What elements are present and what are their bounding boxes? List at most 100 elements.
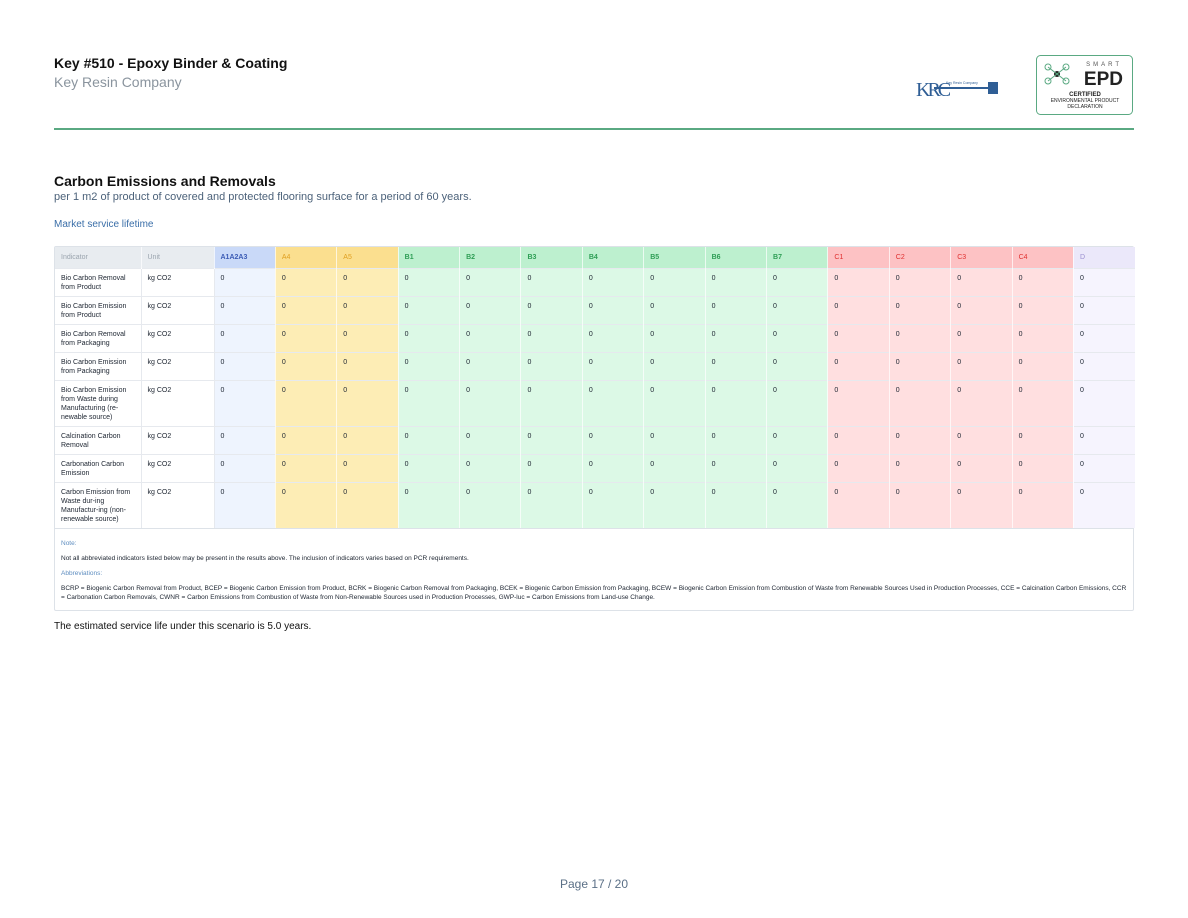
node [1062,63,1070,71]
unit: kg CO2 [140,379,215,426]
column-header: B3 [520,247,583,268]
value: 0 [213,481,276,528]
value: 0 [581,379,644,426]
value: 0 [766,379,828,426]
value: 0 [274,453,337,482]
value: 0 [336,425,399,454]
unit: kg CO2 [140,323,215,352]
value: 0 [1011,425,1074,454]
table-row: Bio Carbon Removal from Product kg CO2 0 0 0… [55,267,1135,296]
epd-smart: SMART [1086,62,1122,68]
value: 0 [950,379,1013,426]
value: 0 [950,323,1013,352]
value: 0 [643,351,706,380]
doc-title: Key #510 - Epoxy Binder & Coating [54,55,288,71]
unit: kg CO2 [140,425,215,454]
value: 0 [888,425,951,454]
value: 0 [1011,379,1074,426]
value: 0 [213,351,276,380]
notes: Note: Not all abbreviated indicators lis… [55,527,1133,610]
value: 0 [766,453,828,482]
column-header: C2 [888,247,951,268]
column-header: D [1072,247,1135,268]
column-header: C3 [950,247,1013,268]
abbr-text: BCRP = Biogenic Carbon Removal from Prod… [61,584,1127,601]
node [1044,77,1052,85]
value: 0 [459,351,521,380]
column-header: A5 [336,247,399,268]
krc-logo: KRC Key Resin Company [916,79,998,101]
value: 0 [213,267,276,296]
value: 0 [888,351,951,380]
table-row: Carbon Emission from Waste dur-ing Manuf… [55,481,1135,528]
indicator: Bio Carbon Emission from Product [55,295,142,324]
krc-name: Key Resin Company [946,81,978,85]
value: 0 [766,295,828,324]
value: 0 [827,481,890,528]
value: 0 [336,323,399,352]
value: 0 [827,351,890,380]
value: 0 [643,323,706,352]
column-header: B1 [397,247,460,268]
scenario: Market service lifetime [54,219,154,230]
column-header: C1 [827,247,890,268]
value: 0 [336,481,399,528]
value: 0 [459,323,521,352]
value: 0 [766,481,828,528]
value: 0 [397,481,460,528]
krc-letters: KRC [916,79,951,101]
value: 0 [1072,323,1135,352]
unit: kg CO2 [140,295,215,324]
value: 0 [766,425,828,454]
unit: kg CO2 [140,453,215,482]
value: 0 [704,453,767,482]
abbr-label: Abbreviations: [61,569,103,577]
value: 0 [643,481,706,528]
value: 0 [1011,267,1074,296]
value: 0 [581,351,644,380]
value: 0 [827,453,890,482]
value: 0 [213,323,276,352]
indicator: Calcination Carbon Removal [55,425,142,454]
value: 0 [1011,323,1074,352]
indicator: Bio Carbon Removal from Packaging [55,323,142,352]
value: 0 [581,481,644,528]
value: 0 [581,267,644,296]
value: 0 [1072,351,1135,380]
value: 0 [888,323,951,352]
value: 0 [213,295,276,324]
value: 0 [766,267,828,296]
value: 0 [274,481,337,528]
value: 0 [950,295,1013,324]
value: 0 [274,379,337,426]
note-text: Not all abbreviated indicators listed be… [61,554,469,562]
value: 0 [213,379,276,426]
value: 0 [520,323,583,352]
column-header: B6 [704,247,767,268]
table-row: Bio Carbon Emission from Packaging kg CO2… [55,351,1135,380]
value: 0 [643,267,706,296]
column-header: A1A2A3 [213,247,276,268]
value: 0 [274,351,337,380]
table-row: Calcination Carbon Removal kg CO2 0 0 0 0 0 0 0 0… [55,425,1135,454]
value: 0 [274,323,337,352]
value: 0 [643,453,706,482]
page-number: Page 17 / 20 [559,877,629,891]
section-title: Carbon Emissions and Removals [54,173,276,189]
value: 0 [704,425,767,454]
links [1047,66,1067,82]
value: 0 [1072,379,1135,426]
value: 0 [827,425,890,454]
indicator: Bio Carbon Emission from Waste during Ma… [55,379,142,426]
value: 0 [950,351,1013,380]
indicator: Carbon Emission from Waste dur-ing Manuf… [55,481,142,528]
unit: kg CO2 [140,351,215,380]
column-header: B4 [581,247,644,268]
value: 0 [397,323,460,352]
value: 0 [397,425,460,454]
value: 0 [643,295,706,324]
value: 0 [520,379,583,426]
value: 0 [888,295,951,324]
value: 0 [520,295,583,324]
